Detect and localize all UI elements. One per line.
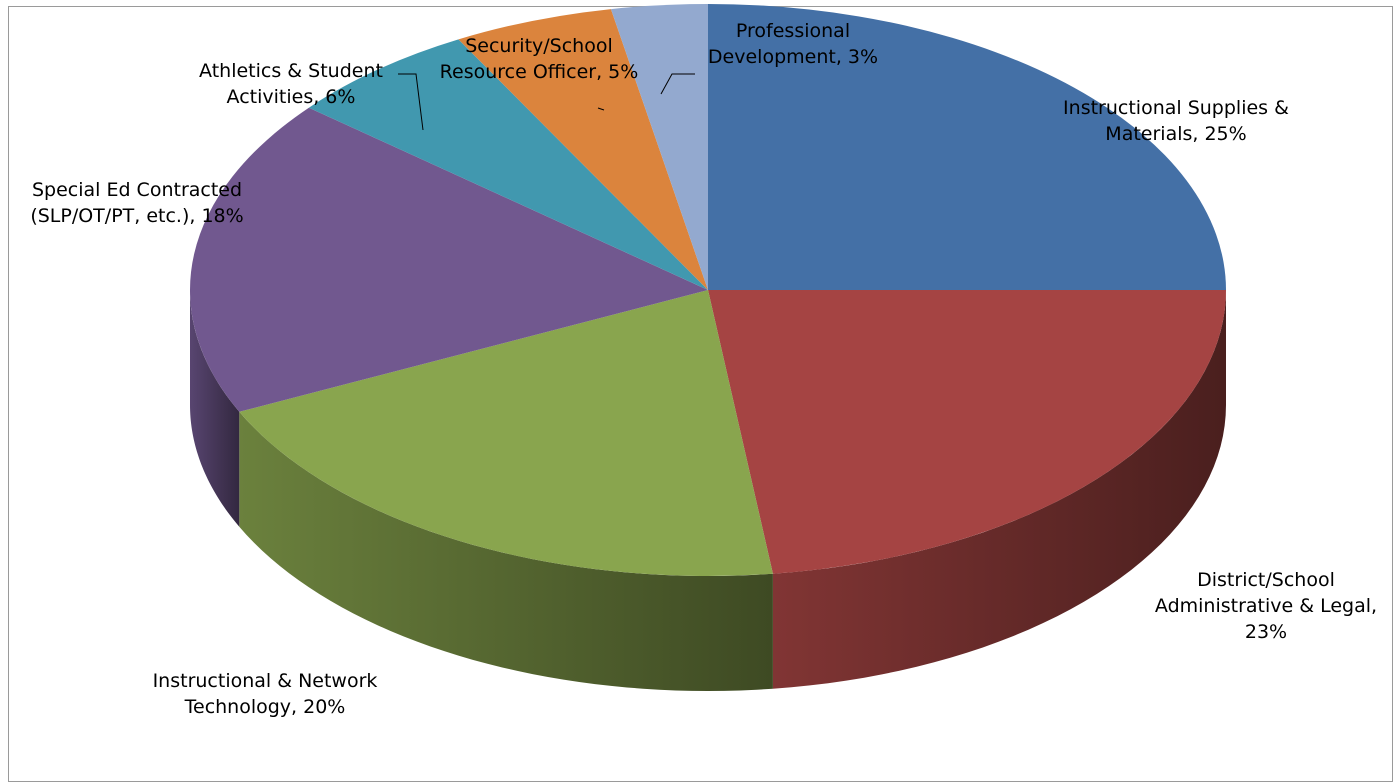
pie-side-special-ed-contracted-slp-ot-pt-etc (190, 290, 240, 527)
slice-label-special-ed-contracted-slp-ot-pt-etc: Special Ed Contracted (SLP/OT/PT, etc.), … (30, 179, 243, 227)
pie-slice-instructional-network-technology (239, 290, 773, 576)
leader-line-athletics (398, 73, 424, 131)
leader-line-professional-development (660, 73, 695, 95)
slice-label-instructional-supplies-materials: Instructional Supplies & Materials, 25% (1063, 97, 1289, 145)
slice-label-professional-development: Professional Development, 3% (708, 20, 878, 68)
slice-label-security-school-resource-officer: Security/School Resource Officer, 5% (440, 35, 639, 83)
slice-label-district-school-administrative-legal: District/School Administrative & Legal, 23… (1155, 569, 1377, 643)
pie-slice-special-ed-contracted-slp-ot-pt-etc (190, 107, 708, 412)
leader-line-security (597, 107, 605, 111)
pie-slice-instructional-supplies-materials (708, 4, 1226, 290)
pie-side-district-school-administrative-legal (772, 290, 1226, 689)
slice-label-athletics-student-activities: Athletics & Student Activities, 6% (199, 60, 383, 108)
pie-top (190, 4, 1226, 576)
pie-slice-professional-development (610, 4, 708, 290)
pie-sides (190, 290, 1226, 691)
leader-lines (398, 73, 695, 131)
slice-labels: Instructional Supplies & Materials, 25% Di… (30, 20, 1377, 718)
pie-slice-security-school-resource-officer (458, 9, 708, 290)
pie-slice-athletics-student-activities (308, 39, 708, 290)
pie-side-instructional-network-technology (239, 411, 773, 691)
slice-label-instructional-network-technology: Instructional & Network Technology, 20% (153, 670, 378, 718)
pie-slice-district-school-administrative-legal (708, 290, 1226, 574)
